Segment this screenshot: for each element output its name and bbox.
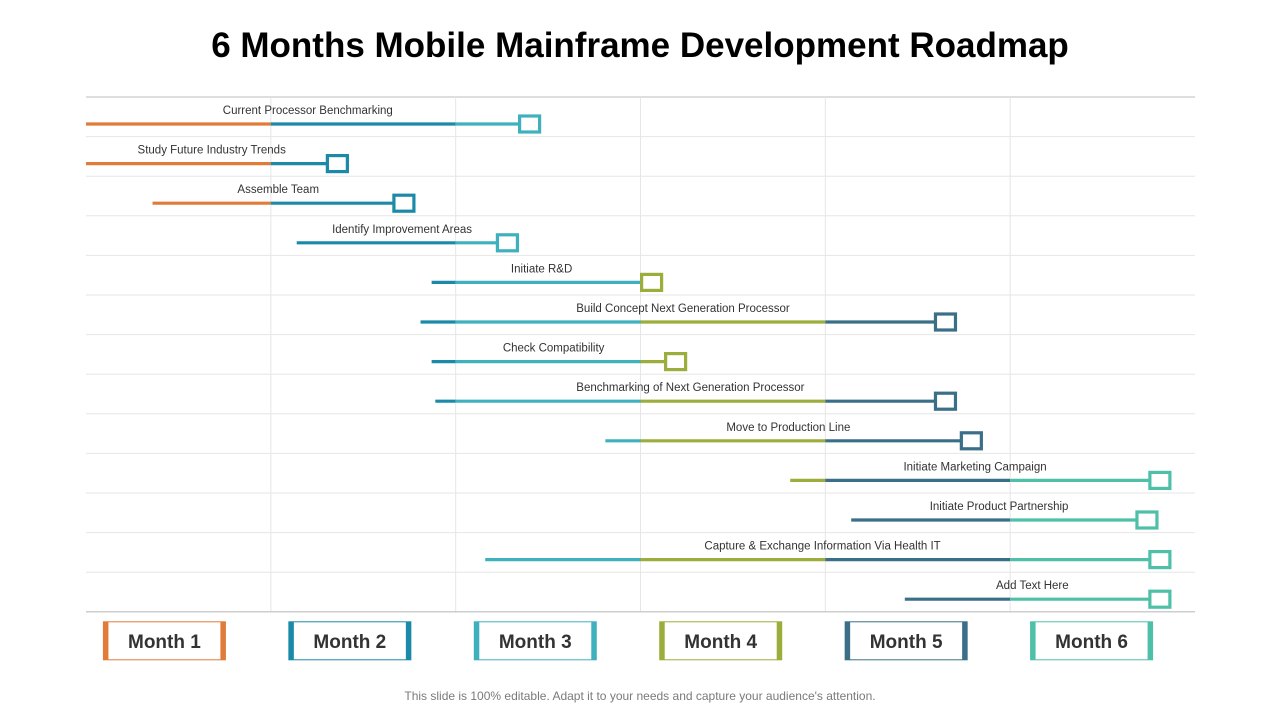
month-box — [288, 621, 412, 661]
month-box-right-cap — [220, 621, 226, 660]
month-box-left-cap — [474, 621, 480, 660]
month-box-left-cap — [845, 621, 851, 660]
task-end-marker — [933, 312, 958, 332]
month-box-right-cap — [1147, 621, 1153, 660]
task-end-marker — [959, 431, 983, 451]
task-label: Capture & Exchange Information Via Healt… — [704, 541, 940, 553]
month-label: Month 2 — [313, 632, 386, 653]
month-label: Month 6 — [1055, 632, 1128, 653]
month-box-right-cap — [776, 621, 782, 660]
month-box-left-cap — [103, 621, 109, 660]
month-box — [659, 621, 783, 661]
month-axis: Month 1 Month 2 Month 3 Month 4 Month 5 Month… — [102, 621, 1154, 661]
month-label: Month 1 — [128, 632, 201, 653]
task-end-marker — [325, 154, 349, 174]
task-label: Move to Production Line — [726, 422, 850, 434]
task-label: Study Future Industry Trends — [138, 145, 287, 157]
month-box-left-cap — [288, 621, 294, 660]
task-label: Benchmarking of Next Generation Processo… — [576, 382, 804, 394]
month-box-right-cap — [962, 621, 968, 660]
task-label: Check Compatibility — [503, 343, 605, 355]
task-end-marker — [1135, 510, 1159, 530]
month-label: Month 3 — [499, 632, 572, 653]
month-label: Month 4 — [684, 632, 757, 653]
task-label: Add Text Here — [996, 580, 1069, 592]
month-box-left-cap — [659, 621, 665, 660]
task-end-marker — [392, 193, 416, 213]
task-end-marker — [1148, 549, 1172, 570]
month-box-right-cap — [591, 621, 597, 660]
roadmap-chart: Current Processor Benchmarking Study Futu… — [86, 96, 1195, 661]
month-label: Month 5 — [870, 632, 943, 653]
task-label: Initiate R&D — [511, 263, 572, 275]
task-end-marker — [495, 233, 520, 253]
grid-layer — [86, 96, 1195, 613]
task-end-marker — [933, 391, 958, 411]
task-bars — [86, 114, 1172, 609]
task-end-marker — [1148, 470, 1172, 490]
task-end-marker — [1148, 589, 1172, 609]
task-end-marker — [517, 114, 542, 134]
task-end-marker — [664, 352, 688, 372]
task-label: Initiate Marketing Campaign — [903, 461, 1046, 473]
page-title: 6 Months Mobile Mainframe Development Ro… — [211, 26, 1069, 65]
footer-note: This slide is 100% editable. Adapt it to… — [404, 689, 876, 703]
task-label: Assemble Team — [237, 184, 319, 196]
task-label: Current Processor Benchmarking — [223, 105, 393, 117]
task-end-marker — [639, 272, 664, 292]
task-label: Identify Improvement Areas — [332, 224, 472, 236]
month-box — [1030, 621, 1154, 661]
task-label: Initiate Product Partnership — [930, 501, 1069, 513]
task-label: Build Concept Next Generation Processor — [576, 303, 790, 315]
month-box-left-cap — [1030, 621, 1036, 660]
month-box-right-cap — [405, 621, 411, 660]
task-labels: Current Processor Benchmarking Study Futu… — [138, 105, 1069, 592]
